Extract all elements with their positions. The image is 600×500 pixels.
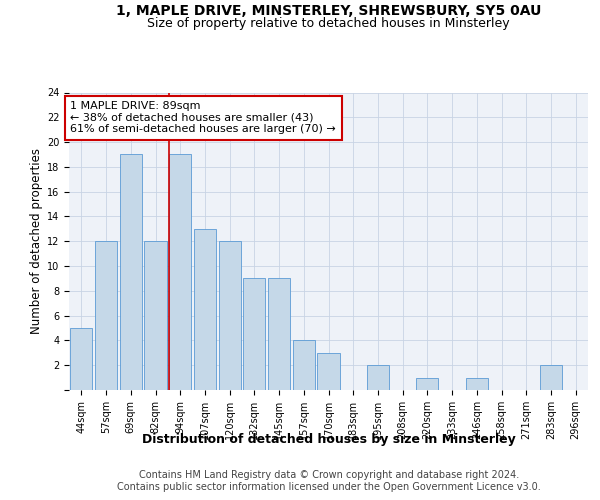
Bar bbox=[70, 328, 92, 390]
Bar bbox=[119, 154, 142, 390]
Bar bbox=[268, 278, 290, 390]
Bar bbox=[317, 353, 340, 390]
Text: 1, MAPLE DRIVE, MINSTERLEY, SHREWSBURY, SY5 0AU: 1, MAPLE DRIVE, MINSTERLEY, SHREWSBURY, … bbox=[116, 4, 541, 18]
Bar bbox=[466, 378, 488, 390]
Text: Size of property relative to detached houses in Minsterley: Size of property relative to detached ho… bbox=[148, 18, 510, 30]
Text: Contains HM Land Registry data © Crown copyright and database right 2024.
Contai: Contains HM Land Registry data © Crown c… bbox=[117, 470, 541, 492]
Y-axis label: Number of detached properties: Number of detached properties bbox=[29, 148, 43, 334]
Bar bbox=[243, 278, 265, 390]
Text: Distribution of detached houses by size in Minsterley: Distribution of detached houses by size … bbox=[142, 432, 515, 446]
Bar bbox=[540, 365, 562, 390]
Bar bbox=[169, 154, 191, 390]
Bar bbox=[367, 365, 389, 390]
Bar bbox=[416, 378, 439, 390]
Bar bbox=[145, 242, 167, 390]
Text: 1 MAPLE DRIVE: 89sqm
← 38% of detached houses are smaller (43)
61% of semi-detac: 1 MAPLE DRIVE: 89sqm ← 38% of detached h… bbox=[70, 101, 336, 134]
Bar bbox=[194, 229, 216, 390]
Bar bbox=[218, 242, 241, 390]
Bar bbox=[95, 242, 117, 390]
Bar bbox=[293, 340, 315, 390]
